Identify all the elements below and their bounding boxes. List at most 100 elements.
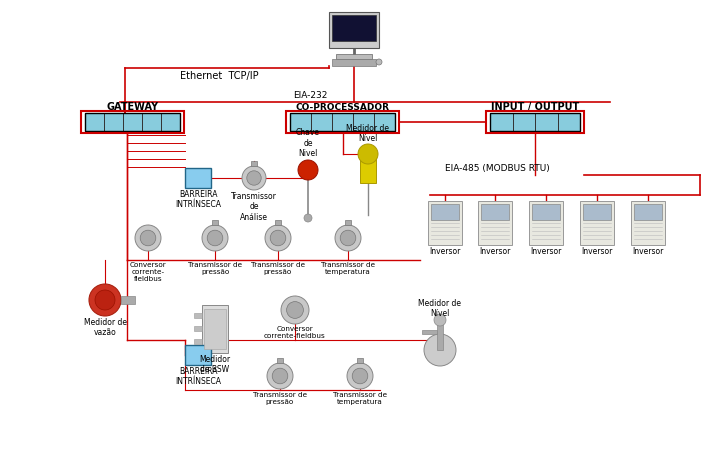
Bar bbox=[194, 313, 202, 318]
Bar bbox=[212, 220, 218, 225]
Circle shape bbox=[95, 290, 115, 310]
Bar bbox=[290, 113, 395, 131]
Circle shape bbox=[135, 225, 161, 251]
Bar bbox=[490, 113, 513, 131]
Circle shape bbox=[304, 214, 312, 222]
Text: Medidor de
vazão: Medidor de vazão bbox=[84, 318, 126, 338]
Bar bbox=[194, 326, 202, 331]
Text: Transmissor de
pressão: Transmissor de pressão bbox=[253, 392, 307, 405]
Text: Transmissor de
pressão: Transmissor de pressão bbox=[251, 262, 305, 275]
Text: EIA-232: EIA-232 bbox=[293, 91, 327, 100]
Bar bbox=[353, 113, 374, 131]
Bar bbox=[194, 339, 202, 344]
Bar bbox=[478, 201, 512, 245]
Bar bbox=[513, 113, 535, 131]
Text: CO-PROCESSADOR: CO-PROCESSADOR bbox=[296, 103, 389, 112]
Bar bbox=[104, 113, 123, 131]
Bar bbox=[185, 168, 211, 188]
Bar bbox=[532, 204, 560, 220]
Text: Transmissor de
temperatura: Transmissor de temperatura bbox=[333, 392, 387, 405]
Bar bbox=[123, 113, 142, 131]
Bar bbox=[185, 345, 211, 365]
Text: BARREIRA
INTRÍNSECA: BARREIRA INTRÍNSECA bbox=[175, 367, 221, 386]
Circle shape bbox=[335, 225, 361, 251]
Circle shape bbox=[358, 144, 378, 164]
Circle shape bbox=[140, 230, 156, 246]
Text: INPUT / OUTPUT: INPUT / OUTPUT bbox=[491, 102, 579, 112]
Bar bbox=[357, 358, 363, 363]
Bar bbox=[529, 201, 563, 245]
Bar bbox=[486, 111, 584, 133]
Bar bbox=[85, 113, 104, 131]
Bar bbox=[631, 201, 665, 245]
Circle shape bbox=[424, 334, 456, 366]
Bar bbox=[557, 113, 580, 131]
Text: EIA-485 (MODBUS RTU): EIA-485 (MODBUS RTU) bbox=[445, 164, 549, 173]
Text: BARREIRA
INTRÍNSECA: BARREIRA INTRÍNSECA bbox=[175, 190, 221, 209]
Text: GATEWAY: GATEWAY bbox=[106, 102, 159, 112]
Bar bbox=[437, 320, 443, 350]
Bar bbox=[345, 220, 351, 225]
Bar bbox=[277, 358, 283, 363]
Circle shape bbox=[270, 230, 286, 246]
Text: Medidor
de BSW: Medidor de BSW bbox=[199, 355, 230, 374]
Bar bbox=[332, 59, 376, 66]
Bar bbox=[481, 204, 509, 220]
Circle shape bbox=[247, 171, 261, 185]
Circle shape bbox=[434, 314, 446, 326]
Bar bbox=[332, 113, 353, 131]
Text: Inversor: Inversor bbox=[430, 247, 461, 256]
Circle shape bbox=[207, 230, 223, 246]
Bar bbox=[161, 113, 180, 131]
Bar bbox=[121, 296, 135, 304]
Text: Transmissor de
temperatura: Transmissor de temperatura bbox=[321, 262, 375, 275]
Bar bbox=[81, 111, 184, 133]
Bar bbox=[580, 201, 614, 245]
Bar bbox=[329, 12, 379, 48]
Circle shape bbox=[347, 363, 373, 389]
Text: Transmissor
de
Análise: Transmissor de Análise bbox=[231, 192, 277, 222]
Circle shape bbox=[298, 160, 318, 180]
Bar bbox=[142, 113, 161, 131]
Text: Inversor: Inversor bbox=[479, 247, 510, 256]
Text: Conversor
corrente-
fieldbus: Conversor corrente- fieldbus bbox=[130, 262, 167, 282]
Circle shape bbox=[352, 368, 368, 384]
Bar bbox=[290, 113, 311, 131]
Circle shape bbox=[202, 225, 228, 251]
Text: Conversor
corrente-fieldbus: Conversor corrente-fieldbus bbox=[264, 326, 326, 339]
Bar bbox=[204, 309, 226, 349]
Circle shape bbox=[281, 296, 309, 324]
Text: Medidor de
Nível: Medidor de Nível bbox=[347, 124, 389, 143]
Circle shape bbox=[265, 225, 291, 251]
Bar bbox=[336, 54, 372, 59]
Circle shape bbox=[376, 59, 382, 65]
Bar bbox=[428, 201, 462, 245]
Text: Transmissor de
pressão: Transmissor de pressão bbox=[188, 262, 242, 275]
Bar bbox=[360, 155, 376, 183]
Bar bbox=[275, 220, 281, 225]
Bar bbox=[85, 113, 180, 131]
Circle shape bbox=[272, 368, 288, 384]
Bar bbox=[490, 113, 580, 131]
Circle shape bbox=[89, 284, 121, 316]
Bar bbox=[202, 305, 228, 353]
Bar bbox=[251, 161, 257, 166]
Bar bbox=[374, 113, 395, 131]
Bar bbox=[535, 113, 557, 131]
Text: Inversor: Inversor bbox=[530, 247, 562, 256]
Text: Inversor: Inversor bbox=[581, 247, 613, 256]
Text: Inversor: Inversor bbox=[632, 247, 664, 256]
Circle shape bbox=[286, 302, 303, 318]
Text: Ethernet  TCP/IP: Ethernet TCP/IP bbox=[180, 71, 259, 81]
Bar bbox=[311, 113, 332, 131]
Bar bbox=[422, 330, 437, 334]
Bar bbox=[332, 15, 376, 41]
Text: Chave
de
Nivel: Chave de Nivel bbox=[296, 128, 320, 158]
Circle shape bbox=[340, 230, 356, 246]
Bar bbox=[634, 204, 662, 220]
Text: Medidor de
Nível: Medidor de Nível bbox=[418, 298, 462, 318]
Bar bbox=[583, 204, 611, 220]
Bar bbox=[431, 204, 459, 220]
Circle shape bbox=[267, 363, 293, 389]
Bar bbox=[286, 111, 399, 133]
